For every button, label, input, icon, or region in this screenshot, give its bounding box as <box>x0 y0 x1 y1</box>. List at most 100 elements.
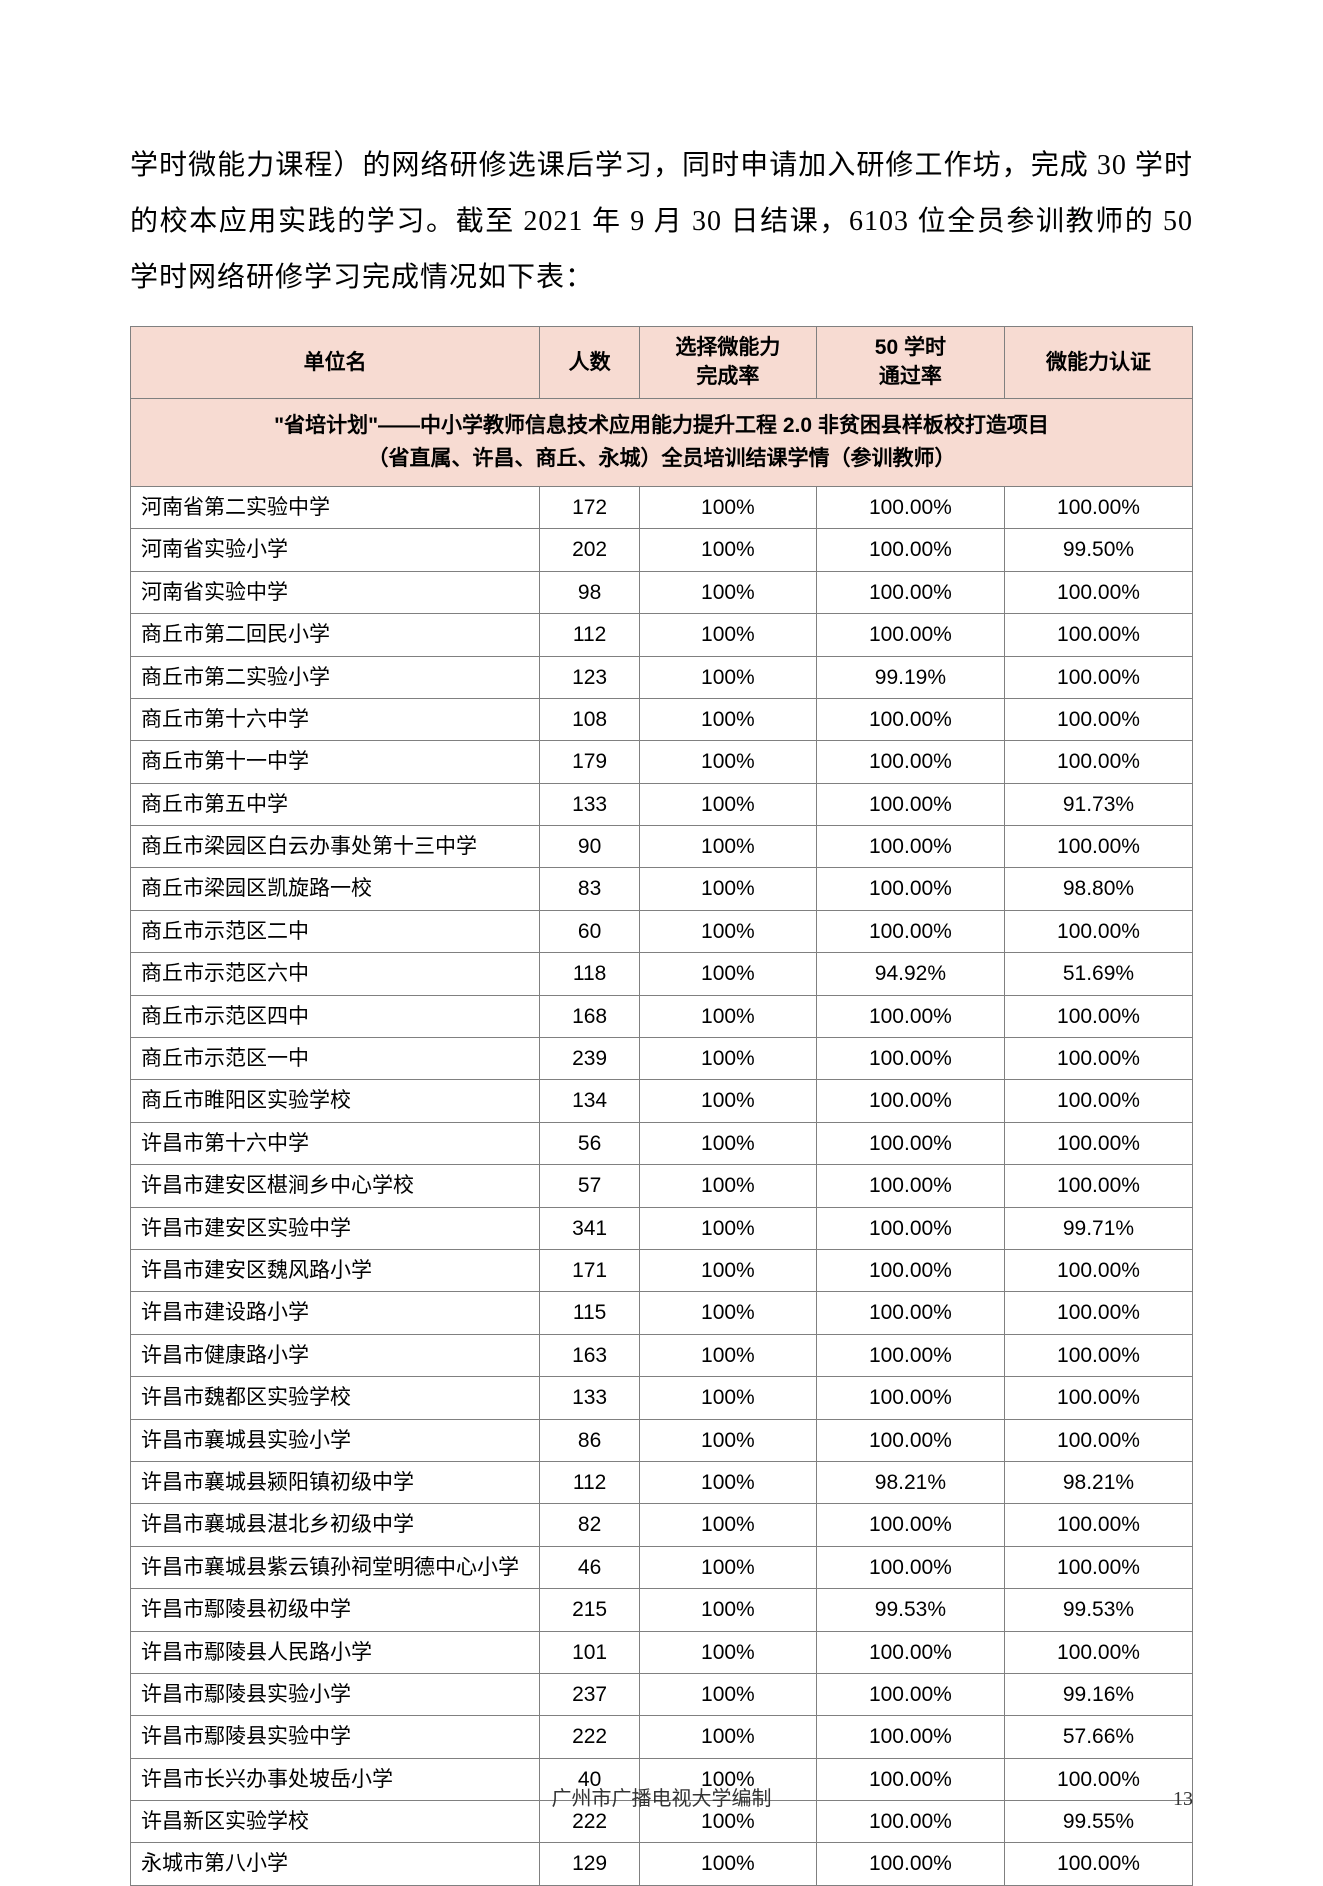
cell-unit: 商丘市睢阳区实验学校 <box>131 1080 540 1122</box>
cell-pass_rate: 100.00% <box>816 529 1004 571</box>
table-row: 商丘市示范区一中239100%100.00%100.00% <box>131 1038 1193 1080</box>
cell-cert: 98.21% <box>1004 1461 1192 1503</box>
cell-pass_rate: 100.00% <box>816 995 1004 1037</box>
cell-pass_rate: 100.00% <box>816 1080 1004 1122</box>
cell-count: 239 <box>540 1038 640 1080</box>
table-row: 商丘市第十六中学108100%100.00%100.00% <box>131 698 1193 740</box>
cell-unit: 永城市第八小学 <box>131 1843 540 1885</box>
cell-unit: 许昌市建安区椹涧乡中心学校 <box>131 1165 540 1207</box>
cell-unit: 许昌市襄城县湛北乡初级中学 <box>131 1504 540 1546</box>
cell-count: 222 <box>540 1716 640 1758</box>
cell-select_rate: 100% <box>639 1250 816 1292</box>
table-title-line2: （省直属、许昌、商丘、永城）全员培训结课学情（参训教师） <box>368 447 956 470</box>
table-row: 商丘市示范区四中168100%100.00%100.00% <box>131 995 1193 1037</box>
table-row: 许昌市鄢陵县人民路小学101100%100.00%100.00% <box>131 1631 1193 1673</box>
cell-unit: 商丘市示范区二中 <box>131 910 540 952</box>
cell-unit: 商丘市示范区一中 <box>131 1038 540 1080</box>
table-row: 许昌市第十六中学56100%100.00%100.00% <box>131 1122 1193 1164</box>
cell-unit: 许昌市襄城县实验小学 <box>131 1419 540 1461</box>
cell-select_rate: 100% <box>639 953 816 995</box>
cell-pass_rate: 100.00% <box>816 910 1004 952</box>
cell-cert: 100.00% <box>1004 826 1192 868</box>
cell-select_rate: 100% <box>639 1631 816 1673</box>
cell-cert: 100.00% <box>1004 614 1192 656</box>
cell-select_rate: 100% <box>639 1461 816 1503</box>
cell-count: 179 <box>540 741 640 783</box>
cell-pass_rate: 100.00% <box>816 1843 1004 1885</box>
cell-unit: 许昌市襄城县紫云镇孙祠堂明德中心小学 <box>131 1546 540 1588</box>
cell-select_rate: 100% <box>639 1122 816 1164</box>
table-row: 永城市第八小学129100%100.00%100.00% <box>131 1843 1193 1885</box>
cell-unit: 许昌市鄢陵县初级中学 <box>131 1589 540 1631</box>
cell-cert: 100.00% <box>1004 1334 1192 1376</box>
cell-pass_rate: 100.00% <box>816 868 1004 910</box>
cell-unit: 商丘市第二实验小学 <box>131 656 540 698</box>
cell-count: 83 <box>540 868 640 910</box>
cell-count: 134 <box>540 1080 640 1122</box>
cell-unit: 许昌市第十六中学 <box>131 1122 540 1164</box>
cell-count: 98 <box>540 571 640 613</box>
table-row: 许昌市魏都区实验学校133100%100.00%100.00% <box>131 1377 1193 1419</box>
cell-cert: 91.73% <box>1004 783 1192 825</box>
cell-unit: 许昌市鄢陵县实验中学 <box>131 1716 540 1758</box>
table-header-row: 单位名 人数 选择微能力 完成率 50 学时 通过率 微能力认证 <box>131 327 1193 399</box>
footer-text: 广州市广播电视大学编制 <box>0 1782 1323 1811</box>
cell-pass_rate: 100.00% <box>816 1250 1004 1292</box>
cell-select_rate: 100% <box>639 826 816 868</box>
cell-count: 168 <box>540 995 640 1037</box>
cell-pass_rate: 100.00% <box>816 1165 1004 1207</box>
table-row: 许昌市健康路小学163100%100.00%100.00% <box>131 1334 1193 1376</box>
cell-select_rate: 100% <box>639 1334 816 1376</box>
table-body: 河南省第二实验中学172100%100.00%100.00%河南省实验小学202… <box>131 486 1193 1885</box>
cell-unit: 许昌市建安区魏风路小学 <box>131 1250 540 1292</box>
cell-unit: 许昌市鄢陵县人民路小学 <box>131 1631 540 1673</box>
cell-count: 101 <box>540 1631 640 1673</box>
cell-cert: 100.00% <box>1004 741 1192 783</box>
cell-select_rate: 100% <box>639 1207 816 1249</box>
cell-pass_rate: 100.00% <box>816 1207 1004 1249</box>
table-row: 许昌市建设路小学115100%100.00%100.00% <box>131 1292 1193 1334</box>
cell-pass_rate: 100.00% <box>816 1377 1004 1419</box>
cell-unit: 商丘市梁园区白云办事处第十三中学 <box>131 826 540 868</box>
cell-unit: 商丘市梁园区凯旋路一校 <box>131 868 540 910</box>
cell-cert: 100.00% <box>1004 486 1192 528</box>
data-table: "省培计划"——中小学教师信息技术应用能力提升工程 2.0 非贫困县样板校打造项… <box>130 326 1193 1886</box>
cell-count: 133 <box>540 1377 640 1419</box>
cell-pass_rate: 99.53% <box>816 1589 1004 1631</box>
table-title-line1: "省培计划"——中小学教师信息技术应用能力提升工程 2.0 非贫困县样板校打造项… <box>274 414 1049 437</box>
cell-unit: 河南省实验小学 <box>131 529 540 571</box>
cell-select_rate: 100% <box>639 910 816 952</box>
cell-cert: 100.00% <box>1004 1165 1192 1207</box>
table-row: 商丘市第二实验小学123100%99.19%100.00% <box>131 656 1193 698</box>
cell-count: 112 <box>540 614 640 656</box>
table-row: 许昌市襄城县颍阳镇初级中学112100%98.21%98.21% <box>131 1461 1193 1503</box>
table-row: 河南省实验中学98100%100.00%100.00% <box>131 571 1193 613</box>
table-row: 商丘市第十一中学179100%100.00%100.00% <box>131 741 1193 783</box>
cell-unit: 许昌市襄城县颍阳镇初级中学 <box>131 1461 540 1503</box>
table-row: 商丘市示范区二中60100%100.00%100.00% <box>131 910 1193 952</box>
cell-unit: 许昌市鄢陵县实验小学 <box>131 1673 540 1715</box>
cell-select_rate: 100% <box>639 571 816 613</box>
cell-cert: 100.00% <box>1004 995 1192 1037</box>
page-number: 13 <box>1173 1788 1193 1811</box>
cell-pass_rate: 100.00% <box>816 1038 1004 1080</box>
table-row: 商丘市梁园区凯旋路一校83100%100.00%98.80% <box>131 868 1193 910</box>
cell-pass_rate: 100.00% <box>816 1419 1004 1461</box>
cell-cert: 100.00% <box>1004 698 1192 740</box>
cell-select_rate: 100% <box>639 656 816 698</box>
table-row: 河南省实验小学202100%100.00%99.50% <box>131 529 1193 571</box>
cell-count: 108 <box>540 698 640 740</box>
cell-cert: 100.00% <box>1004 1546 1192 1588</box>
cell-pass_rate: 100.00% <box>816 698 1004 740</box>
cell-unit: 河南省第二实验中学 <box>131 486 540 528</box>
cell-pass_rate: 99.19% <box>816 656 1004 698</box>
cell-pass_rate: 100.00% <box>816 1716 1004 1758</box>
cell-cert: 99.53% <box>1004 1589 1192 1631</box>
table-row: 商丘市第五中学133100%100.00%91.73% <box>131 783 1193 825</box>
cell-count: 82 <box>540 1504 640 1546</box>
cell-unit: 商丘市第二回民小学 <box>131 614 540 656</box>
cell-count: 133 <box>540 783 640 825</box>
cell-unit: 河南省实验中学 <box>131 571 540 613</box>
cell-cert: 99.16% <box>1004 1673 1192 1715</box>
body-paragraph: 学时微能力课程）的网络研修选课后学习，同时申请加入研修工作坊，完成 30 学时的… <box>130 138 1193 306</box>
